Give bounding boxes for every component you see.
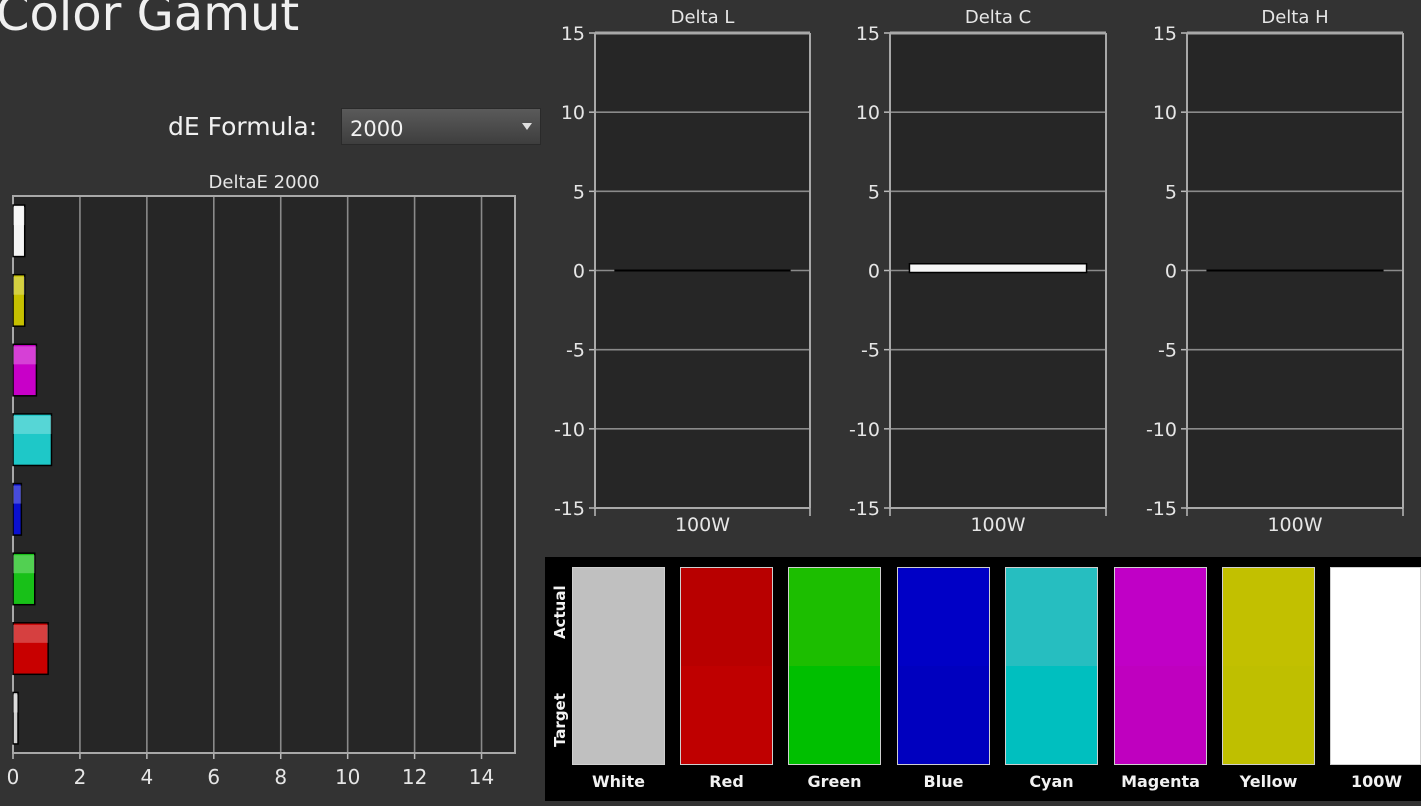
swatch-label: Yellow	[1239, 772, 1298, 791]
delta-l-y-tick-label: 0	[573, 261, 585, 283]
delta-l-x-category-label: 100W	[675, 514, 730, 536]
swatch-label: White	[591, 772, 646, 791]
deltae-bar	[12, 273, 26, 327]
swatch-actual	[1115, 568, 1206, 666]
target-row-label: Target	[551, 693, 569, 747]
delta-l-y-tick-label: -15	[554, 498, 585, 520]
delta-h-y-tick-label: -5	[1158, 340, 1177, 362]
swatch-label: Green	[807, 772, 862, 791]
color-swatch-red	[680, 567, 773, 765]
color-swatch-yellow	[1222, 567, 1315, 765]
delta-h-x-category-label: 100W	[1267, 514, 1322, 536]
delta-l-y-tick-label: 5	[573, 181, 585, 203]
page-title: Color Gamut	[0, 0, 300, 42]
swatch-target	[1331, 666, 1420, 764]
delta-h-y-tick-label: 0	[1165, 261, 1177, 283]
delta-h-y-tick-label: 10	[1153, 102, 1177, 124]
delta-h-y-tick-label: 15	[1153, 23, 1177, 45]
delta-h-y-tick-label: -15	[1146, 498, 1177, 520]
deltae-x-tick-label: 6	[207, 765, 220, 789]
deltae-x-tick-label: 12	[402, 765, 427, 789]
delta-c-y-tick-label: 10	[856, 102, 880, 124]
chevron-down-icon	[522, 123, 532, 130]
color-swatch-white	[572, 567, 665, 765]
deltae-bar-highlight	[13, 694, 19, 713]
swatch-actual	[1331, 568, 1420, 666]
delta-c-y-tick-label: -10	[849, 419, 880, 441]
swatch-label: Red	[709, 772, 744, 791]
color-swatch-magenta	[1114, 567, 1207, 765]
deltae-bar-highlight	[13, 485, 22, 504]
swatch-actual	[1006, 568, 1097, 666]
swatch-actual	[898, 568, 989, 666]
deltae-plot-area	[13, 196, 515, 753]
actual-row-label: Actual	[551, 585, 569, 639]
swatch-target	[789, 666, 880, 764]
deltae-x-tick-label: 0	[7, 765, 20, 789]
deltae-bar	[12, 204, 26, 258]
swatch-target	[1006, 666, 1097, 764]
color-swatch-100w	[1330, 567, 1421, 765]
delta-l-y-tick-label: 10	[561, 102, 585, 124]
swatch-actual	[1223, 568, 1314, 666]
color-swatch-green	[788, 567, 881, 765]
delta-l-y-tick-label: -10	[554, 419, 585, 441]
deltae-chart-title: DeltaE 2000	[209, 172, 320, 193]
deltae-bar-highlight	[13, 555, 35, 574]
deltae-x-tick-label: 8	[274, 765, 287, 789]
deltae-x-tick-label: 4	[140, 765, 153, 789]
deltae-bar-highlight	[13, 415, 52, 434]
swatch-label: Cyan	[1029, 772, 1074, 791]
delta-c-y-tick-label: -5	[861, 340, 880, 362]
deltae-bar	[12, 622, 49, 676]
swatch-panel: Actual Target White Red Green Blue Cyan Magen…	[545, 557, 1421, 801]
delta-c-y-tick-label: 5	[868, 181, 880, 203]
delta-l-y-tick-label: 15	[561, 23, 585, 45]
deltae-x-tick-label: 2	[74, 765, 87, 789]
delta-h-chart-title: Delta H	[1261, 7, 1328, 28]
color-swatch-blue	[897, 567, 990, 765]
swatch-target	[573, 666, 664, 764]
delta-l-chart-title: Delta L	[671, 7, 735, 28]
de-formula-dropdown[interactable]: 2000	[341, 108, 541, 145]
de-formula-label: dE Formula:	[168, 112, 318, 141]
deltae-bar	[12, 552, 36, 606]
deltae-bar	[12, 413, 53, 467]
swatch-actual	[789, 568, 880, 666]
swatch-label: Magenta	[1121, 772, 1200, 791]
swatch-actual	[573, 568, 664, 666]
swatch-target	[1115, 666, 1206, 764]
swatch-label: Blue	[923, 772, 964, 791]
deltae-x-tick-label: 10	[335, 765, 360, 789]
delta-c-y-tick-label: 15	[856, 23, 880, 45]
swatch-target	[1223, 666, 1314, 764]
delta-c-bar	[908, 263, 1088, 274]
delta-l-y-tick-label: -5	[566, 340, 585, 362]
delta-h-y-tick-label: -10	[1146, 419, 1177, 441]
delta-c-x-category-label: 100W	[970, 514, 1025, 536]
delta-c-y-tick-label: 0	[868, 261, 880, 283]
de-formula-selected-value: 2000	[350, 117, 404, 141]
color-swatch-cyan	[1005, 567, 1098, 765]
deltae-bar-highlight	[13, 276, 25, 295]
deltae-bar	[12, 691, 19, 745]
deltae-plot-border	[12, 195, 516, 754]
swatch-actual	[681, 568, 772, 666]
deltae-bar	[12, 482, 23, 536]
swatch-target	[898, 666, 989, 764]
delta-c-y-tick-label: -15	[849, 498, 880, 520]
deltae-x-tick-label: 14	[469, 765, 494, 789]
swatch-label: 100W	[1350, 772, 1403, 791]
delta-c-chart-title: Delta C	[965, 7, 1031, 28]
deltae-bar-highlight	[13, 207, 25, 226]
deltae-bar-highlight	[13, 624, 49, 643]
delta-h-y-tick-label: 5	[1165, 181, 1177, 203]
swatch-target	[681, 666, 772, 764]
deltae-bar-highlight	[13, 346, 37, 365]
deltae-bar	[12, 343, 38, 397]
